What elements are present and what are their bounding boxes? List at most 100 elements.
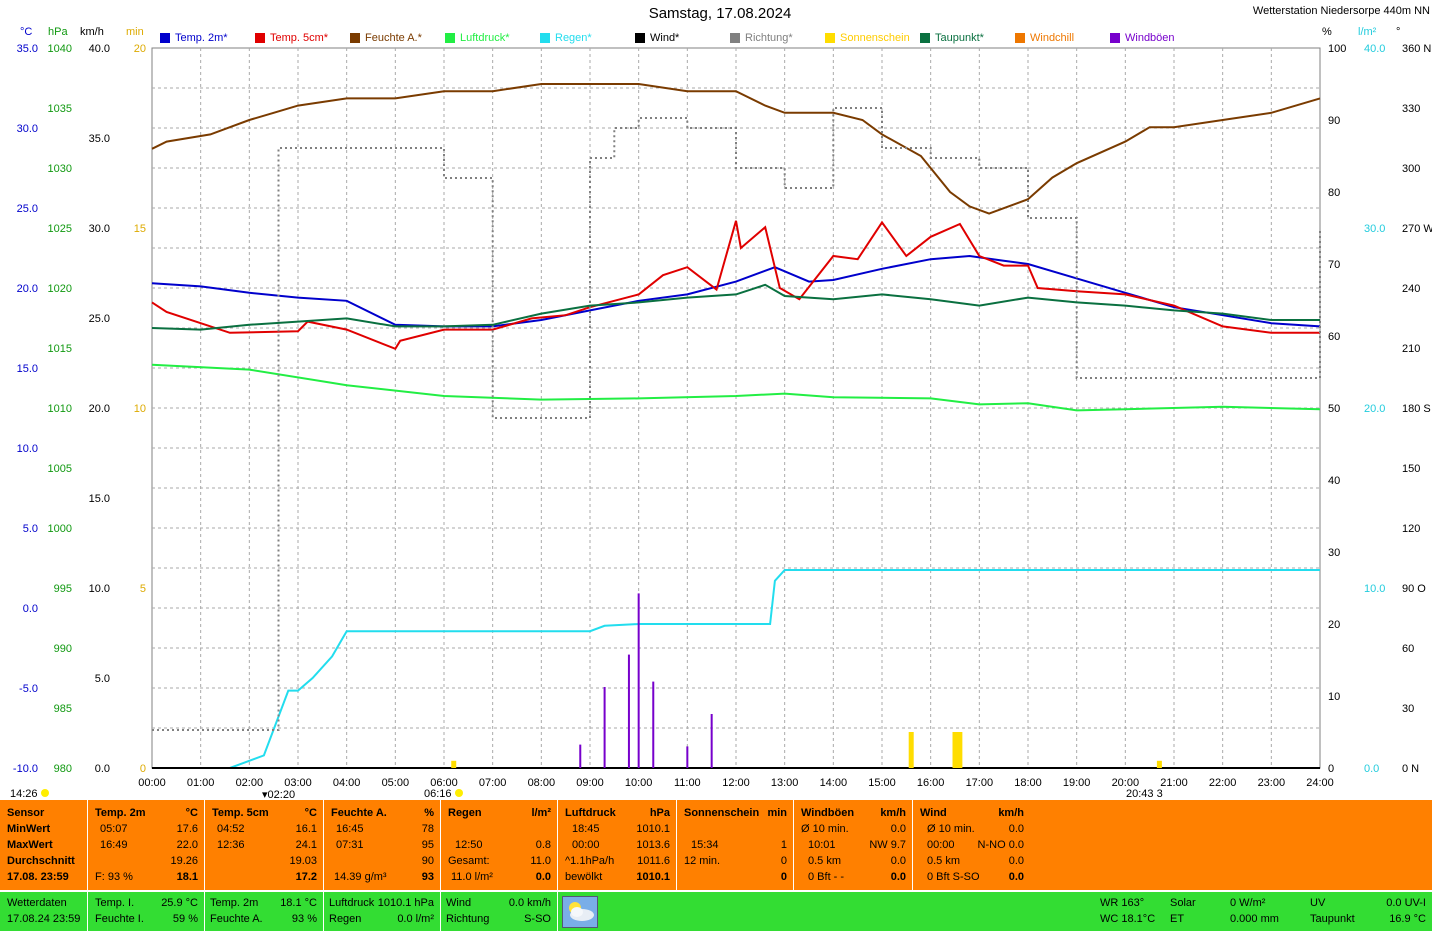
station-name: Wetterstation Niedersorpe 440m NN xyxy=(1252,5,1430,17)
row-max: MaxWert xyxy=(7,839,53,851)
wind-current-value: 0.0 xyxy=(1008,871,1024,883)
legend-swatch xyxy=(445,33,455,43)
legend-label: Windchill xyxy=(1030,32,1075,44)
outdoor-hum-label: Feuchte A. xyxy=(210,913,263,925)
weather-chart: 35.0 30.0 25.0 20.0 15.0 10.0 5.0 0.0 -5.0 -10.0 1… xyxy=(13,43,1432,789)
sun-max-value: 1 xyxy=(780,839,787,851)
press-max-value: 1013.6 xyxy=(636,839,670,851)
press-max-time: 00:00 xyxy=(572,839,600,851)
wind-distance: 0.5 km xyxy=(927,855,961,867)
sunset-time: 20:43 xyxy=(1126,788,1154,800)
temp2-max-time: 16:49 xyxy=(100,839,128,851)
axis-tick-temp: 0.0 xyxy=(23,603,38,615)
press-min-time: 18:45 xyxy=(572,823,600,835)
axis-tick-lm2: 0.0 xyxy=(1364,763,1379,775)
current-outdoor: Temp. 2m 18.1 °C Feuchte A. 93 % xyxy=(205,892,324,931)
legend-swatch xyxy=(730,33,740,43)
axis-tick-percent: 90 xyxy=(1328,115,1340,127)
axis-tick-min: 0 xyxy=(140,763,146,775)
press-min-value: 1010.1 xyxy=(636,823,670,835)
bar-sonnenschein xyxy=(957,732,963,768)
axis-tick-hour: 09:00 xyxy=(576,777,604,789)
axis-tick-kmh: 10.0 xyxy=(89,583,110,595)
axis-tick-direction: 30 xyxy=(1402,703,1414,715)
axis-tick-direction: 360 N xyxy=(1402,43,1431,55)
sun-avg-value: 0 xyxy=(780,855,787,867)
axis-tick-direction: 270 W xyxy=(1402,223,1432,235)
current-station: Wetterdaten 17.08.24 23:59 xyxy=(0,892,88,931)
bar-windben xyxy=(603,687,606,768)
axis-tick-percent: 0 xyxy=(1328,763,1334,775)
bar-windben xyxy=(579,744,582,768)
chart-title: Samstag, 17.08.2024 xyxy=(648,5,792,22)
hum-current-value: 93 xyxy=(421,871,434,883)
unit-degree: ° xyxy=(1396,26,1401,38)
cloudy-weather-icon xyxy=(562,896,598,928)
dewpoint-value: 16.9 °C xyxy=(1389,913,1426,925)
sun-max-time: 15:34 xyxy=(691,839,719,851)
sunrise-marker: 06:16 xyxy=(424,788,463,800)
axis-tick-lm2: 20.0 xyxy=(1364,403,1385,415)
axis-tick-hpa: 1005 xyxy=(48,463,72,475)
axis-tick-hour: 16:00 xyxy=(917,777,945,789)
current-wind-label: Wind xyxy=(446,897,472,909)
axis-tick-hpa: 990 xyxy=(54,643,72,655)
axis-tick-direction: 90 O xyxy=(1402,583,1426,595)
outdoor-temp-value: 18.1 °C xyxy=(280,897,317,909)
chart-legend: Temp. 2m* Temp. 5cm* Feuchte A.* Luftdruck*… xyxy=(160,31,1180,45)
col-temp2: Temp. 2m °C 05:07 17.6 16:49 22.0 19.26 … xyxy=(88,800,205,890)
legend-swatch xyxy=(160,33,170,43)
legend-label: Temp. 5cm* xyxy=(270,32,329,44)
axis-tick-hour: 08:00 xyxy=(528,777,556,789)
moon-phase: 3 xyxy=(1156,788,1163,800)
bar-windben xyxy=(637,593,640,768)
unit-temp2: °C xyxy=(185,807,198,819)
current-wind-value: 0.0 km/h xyxy=(508,897,551,909)
current-press-value: 1010.1 hPa xyxy=(377,897,434,909)
series-line-richtung xyxy=(152,107,1321,731)
unit-sunshine: min xyxy=(767,807,787,819)
rain-current-value: 0.0 xyxy=(535,871,551,883)
axis-tick-hour: 24:00 xyxy=(1306,777,1334,789)
row-min: MinWert xyxy=(7,823,51,835)
axis-tick-temp: 10.0 xyxy=(17,443,38,455)
wind-distance-value: 0.0 xyxy=(1008,855,1024,867)
unit-celsius: °C xyxy=(20,26,33,38)
header-wind: Wind xyxy=(920,807,947,819)
axis-tick-kmh: 20.0 xyxy=(89,403,110,415)
axis-tick-temp: 20.0 xyxy=(17,283,38,295)
axis-tick-direction: 300 xyxy=(1402,163,1420,175)
press-trend: ^1.1hPa/h xyxy=(565,855,615,867)
axis-tick-direction: 210 xyxy=(1402,343,1420,355)
moonrise-marker: 14:26 xyxy=(10,788,49,800)
axis-tick-direction: 60 xyxy=(1402,643,1414,655)
legend-label: Regen* xyxy=(555,32,592,44)
gust-avg-value: 0.0 xyxy=(890,823,906,835)
col-wind: Wind km/h Ø 10 min. 0.0 00:00 N-NO 0.0 0… xyxy=(913,800,1030,890)
axis-tick-hour: 06:00 xyxy=(430,777,458,789)
axis-tick-hour: 21:00 xyxy=(1160,777,1188,789)
legend-label: Richtung* xyxy=(745,32,793,44)
unit-pressure: hPa xyxy=(649,807,670,819)
outdoor-temp-label: Temp. 2m xyxy=(210,897,259,909)
axis-tick-direction: 330 xyxy=(1402,103,1420,115)
current-pressure-rain: Luftdruck 1010.1 hPa Regen 0.0 l/m² xyxy=(324,892,441,931)
temp5-min-time: 04:52 xyxy=(217,823,245,835)
legend-label: Windböen xyxy=(1125,32,1175,44)
row-current: 17.08. 23:59 xyxy=(7,871,69,883)
wind-max-time: 00:00 xyxy=(927,839,955,851)
legend-item: Wind* xyxy=(635,31,679,45)
unit-lm2: l/m² xyxy=(1358,26,1377,38)
unit-rain: l/m² xyxy=(531,807,551,819)
indoor-hum-label: Feuchte I. xyxy=(95,913,144,925)
windchill-value: WC 18.1°C xyxy=(1100,913,1156,925)
bar-sonnenschein xyxy=(908,732,914,768)
axis-tick-hour: 13:00 xyxy=(771,777,799,789)
axis-tick-temp: 30.0 xyxy=(17,123,38,135)
axis-tick-hour: 02:00 xyxy=(236,777,264,789)
axis-tick-hour: 03:00 xyxy=(284,777,312,789)
temp2-current-value: 18.1 xyxy=(176,871,198,883)
moon-icon xyxy=(40,789,49,797)
bar-windben xyxy=(652,681,655,768)
series-line-regen xyxy=(152,569,1320,769)
